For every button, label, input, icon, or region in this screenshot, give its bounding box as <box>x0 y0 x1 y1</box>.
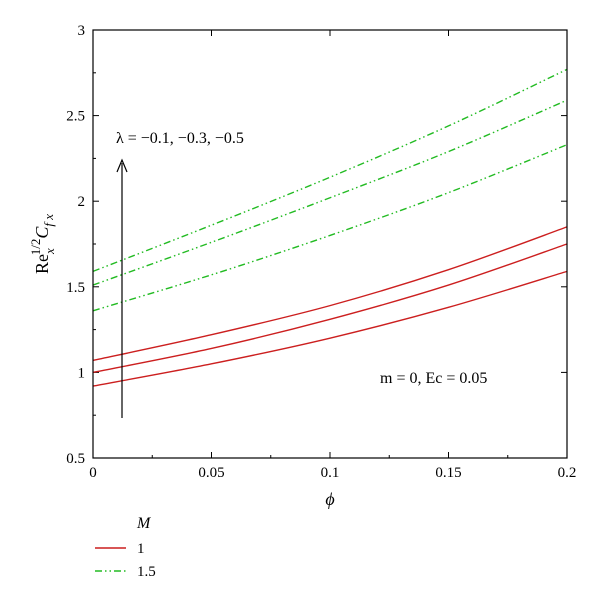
legend-label-2: 1.5 <box>137 564 156 580</box>
y-tick-label: 0.5 <box>66 451 85 467</box>
y-tick-label: 1 <box>78 365 86 381</box>
series-layer <box>92 68 568 387</box>
y-tick-label: 3 <box>78 23 86 39</box>
lambda-annotation: λ = −0.1, −0.3, −0.5 <box>116 130 244 147</box>
y-tick-label: 2.5 <box>66 109 85 125</box>
lambda-arrow <box>116 158 128 418</box>
params-annotation: m = 0, Ec = 0.05 <box>380 370 487 387</box>
y-axis-title: Rex1/2Cf x <box>28 214 57 274</box>
series-line-M1-lambda-0.1 <box>92 226 568 362</box>
tick-labels: 0 0.05 0.1 0.15 0.2 0.5 1 1.5 2 2.5 3 <box>66 23 576 481</box>
series-line-M1_5-lambda-0.1 <box>92 68 568 273</box>
x-tick-label: 0.2 <box>558 465 577 481</box>
series-line-M1-lambda-0.5 <box>92 270 568 387</box>
x-tick-label: 0 <box>89 465 97 481</box>
legend: M 1 1.5 <box>95 515 156 580</box>
legend-label-1: 1 <box>137 541 145 557</box>
y-tick-label: 2 <box>78 194 86 210</box>
x-tick-label: 0.05 <box>198 465 224 481</box>
x-axis-title: ϕ <box>325 489 334 509</box>
y-tick-label: 1.5 <box>66 280 85 296</box>
x-tick-label: 0.15 <box>435 465 461 481</box>
legend-title: M <box>136 515 152 532</box>
x-tick-label: 0.1 <box>321 465 340 481</box>
series-line-M1_5-lambda-0.5 <box>92 144 568 312</box>
plot-frame <box>92 29 568 459</box>
series-line-M1_5-lambda-0.3 <box>92 99 568 286</box>
y-axis-title-text: Rex1/2Cf x <box>28 214 57 274</box>
series-line-M1-lambda-0.3 <box>92 243 568 374</box>
